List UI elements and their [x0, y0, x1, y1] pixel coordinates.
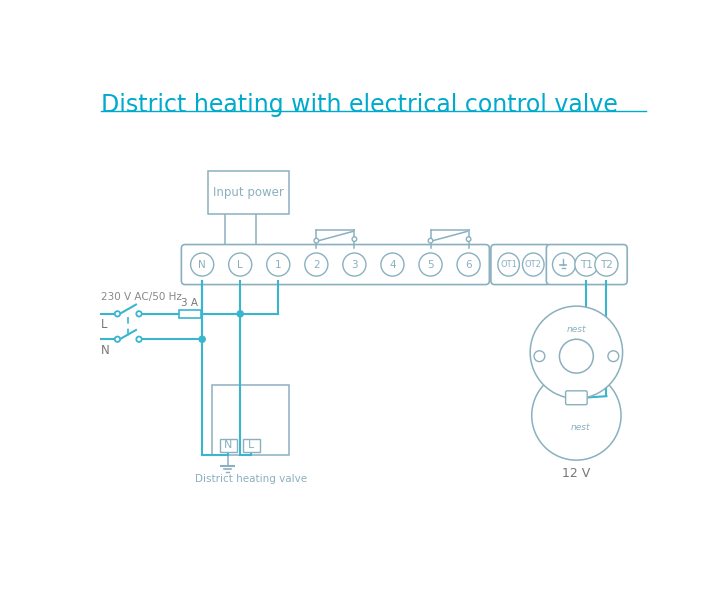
- Circle shape: [305, 253, 328, 276]
- Text: N: N: [198, 260, 206, 270]
- Text: 6: 6: [465, 260, 472, 270]
- Text: L: L: [237, 260, 243, 270]
- Circle shape: [457, 253, 480, 276]
- FancyBboxPatch shape: [181, 245, 489, 285]
- Text: 3: 3: [351, 260, 357, 270]
- Circle shape: [534, 351, 545, 362]
- Bar: [179, 310, 201, 318]
- Circle shape: [466, 237, 471, 241]
- Circle shape: [559, 339, 593, 373]
- Circle shape: [343, 253, 366, 276]
- Text: N: N: [100, 343, 109, 356]
- Circle shape: [608, 351, 619, 362]
- Bar: [212, 386, 289, 455]
- FancyBboxPatch shape: [491, 245, 551, 285]
- Text: 1: 1: [275, 260, 282, 270]
- Bar: [243, 440, 260, 451]
- Circle shape: [115, 337, 120, 342]
- Text: 4: 4: [389, 260, 396, 270]
- Text: District heating with electrical control valve: District heating with electrical control…: [100, 93, 617, 117]
- Circle shape: [352, 237, 357, 241]
- FancyBboxPatch shape: [566, 391, 587, 405]
- Circle shape: [266, 253, 290, 276]
- Circle shape: [199, 336, 205, 342]
- Text: 230 V AC/50 Hz: 230 V AC/50 Hz: [100, 292, 181, 302]
- Circle shape: [136, 311, 142, 317]
- Ellipse shape: [498, 253, 519, 276]
- Text: 2: 2: [313, 260, 320, 270]
- Circle shape: [314, 238, 319, 243]
- Text: Input power: Input power: [213, 186, 284, 199]
- Circle shape: [419, 253, 442, 276]
- FancyBboxPatch shape: [546, 245, 628, 285]
- Circle shape: [115, 311, 120, 317]
- Text: L: L: [100, 318, 107, 331]
- Circle shape: [381, 253, 404, 276]
- Text: 5: 5: [427, 260, 434, 270]
- Text: N: N: [224, 441, 232, 450]
- Circle shape: [237, 311, 243, 317]
- Circle shape: [191, 253, 214, 276]
- Text: T1: T1: [580, 260, 593, 270]
- Ellipse shape: [523, 253, 544, 276]
- Bar: [220, 440, 237, 451]
- Bar: [208, 172, 289, 214]
- Circle shape: [553, 253, 576, 276]
- Text: 3 A: 3 A: [181, 298, 198, 308]
- Text: OT2: OT2: [525, 260, 542, 269]
- Text: 12 V: 12 V: [562, 467, 590, 481]
- Circle shape: [229, 253, 252, 276]
- Circle shape: [136, 337, 142, 342]
- Circle shape: [531, 371, 621, 460]
- Text: nest: nest: [571, 422, 590, 431]
- Text: L: L: [248, 441, 255, 450]
- Circle shape: [530, 306, 622, 399]
- Text: T2: T2: [600, 260, 613, 270]
- Text: District heating valve: District heating valve: [194, 475, 306, 484]
- Circle shape: [575, 253, 598, 276]
- Text: nest: nest: [566, 325, 586, 334]
- Text: OT1: OT1: [500, 260, 517, 269]
- Circle shape: [428, 238, 433, 243]
- Circle shape: [595, 253, 618, 276]
